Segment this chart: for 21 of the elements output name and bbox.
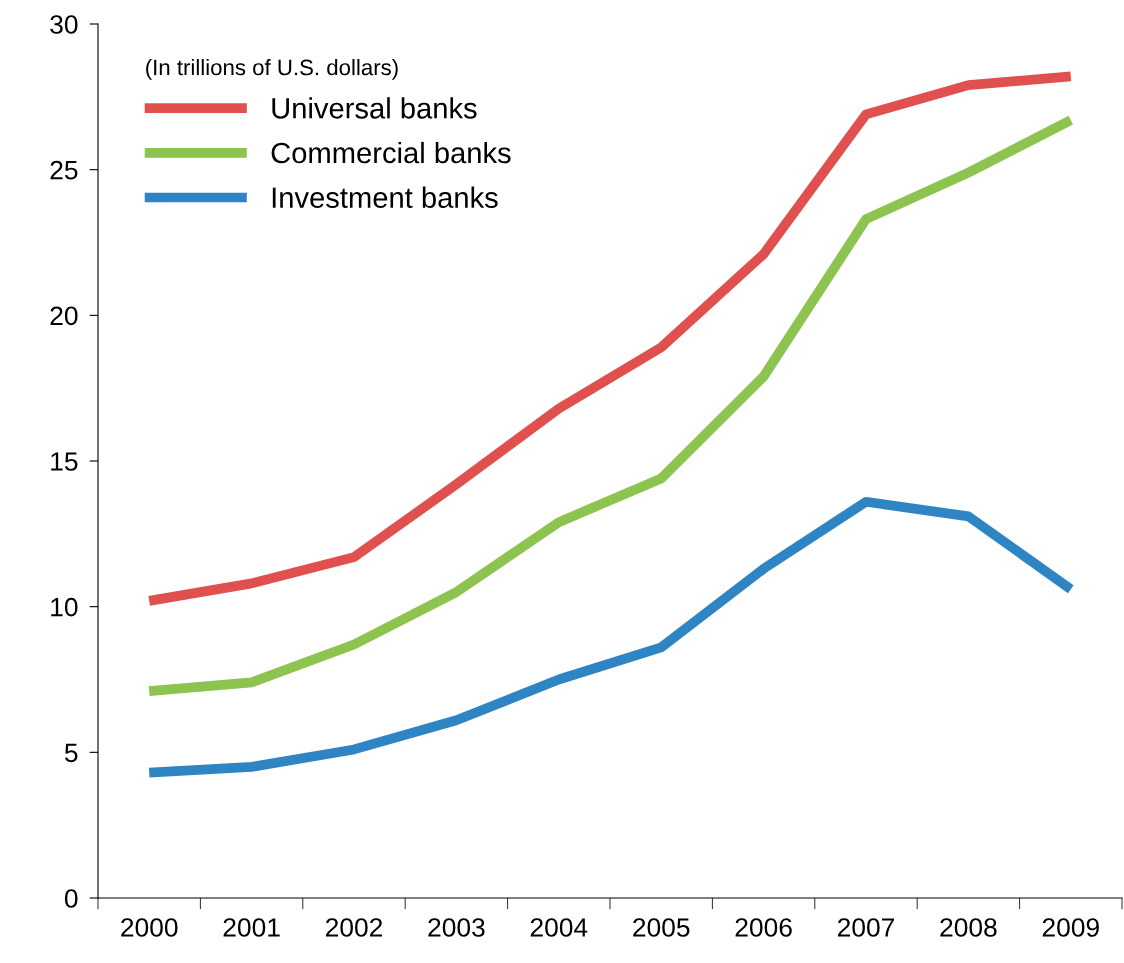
x-tick-label: 2008 [940, 918, 997, 937]
legend-label: Universal banks [272, 97, 477, 119]
y-tick-label: 10 [51, 597, 78, 617]
y-tick-label: 15 [51, 452, 78, 471]
x-tick-label: 2006 [735, 918, 792, 937]
legend-title: (In trillions of U.S. dollars) [146, 58, 398, 80]
y-tick-label: 20 [50, 306, 78, 326]
y-tick-label: 25 [50, 160, 78, 180]
x-tick-label: 2001 [223, 918, 280, 937]
x-tick-label: 2000 [121, 918, 178, 937]
y-tick-label: 30 [50, 15, 78, 34]
y-tick-label: 0 [64, 889, 78, 908]
x-tick-label: 2004 [530, 918, 588, 937]
x-tick-label: 2003 [428, 918, 485, 937]
legend-label: Investment banks [272, 186, 498, 209]
x-tick-label: 2005 [633, 918, 690, 937]
y-tick-label: 5 [64, 743, 78, 763]
x-tick-label: 2009 [1042, 918, 1099, 937]
x-tick-label: 2007 [837, 918, 895, 937]
x-tick-label: 2002 [325, 918, 383, 937]
legend-label: Commercial banks [271, 141, 511, 164]
